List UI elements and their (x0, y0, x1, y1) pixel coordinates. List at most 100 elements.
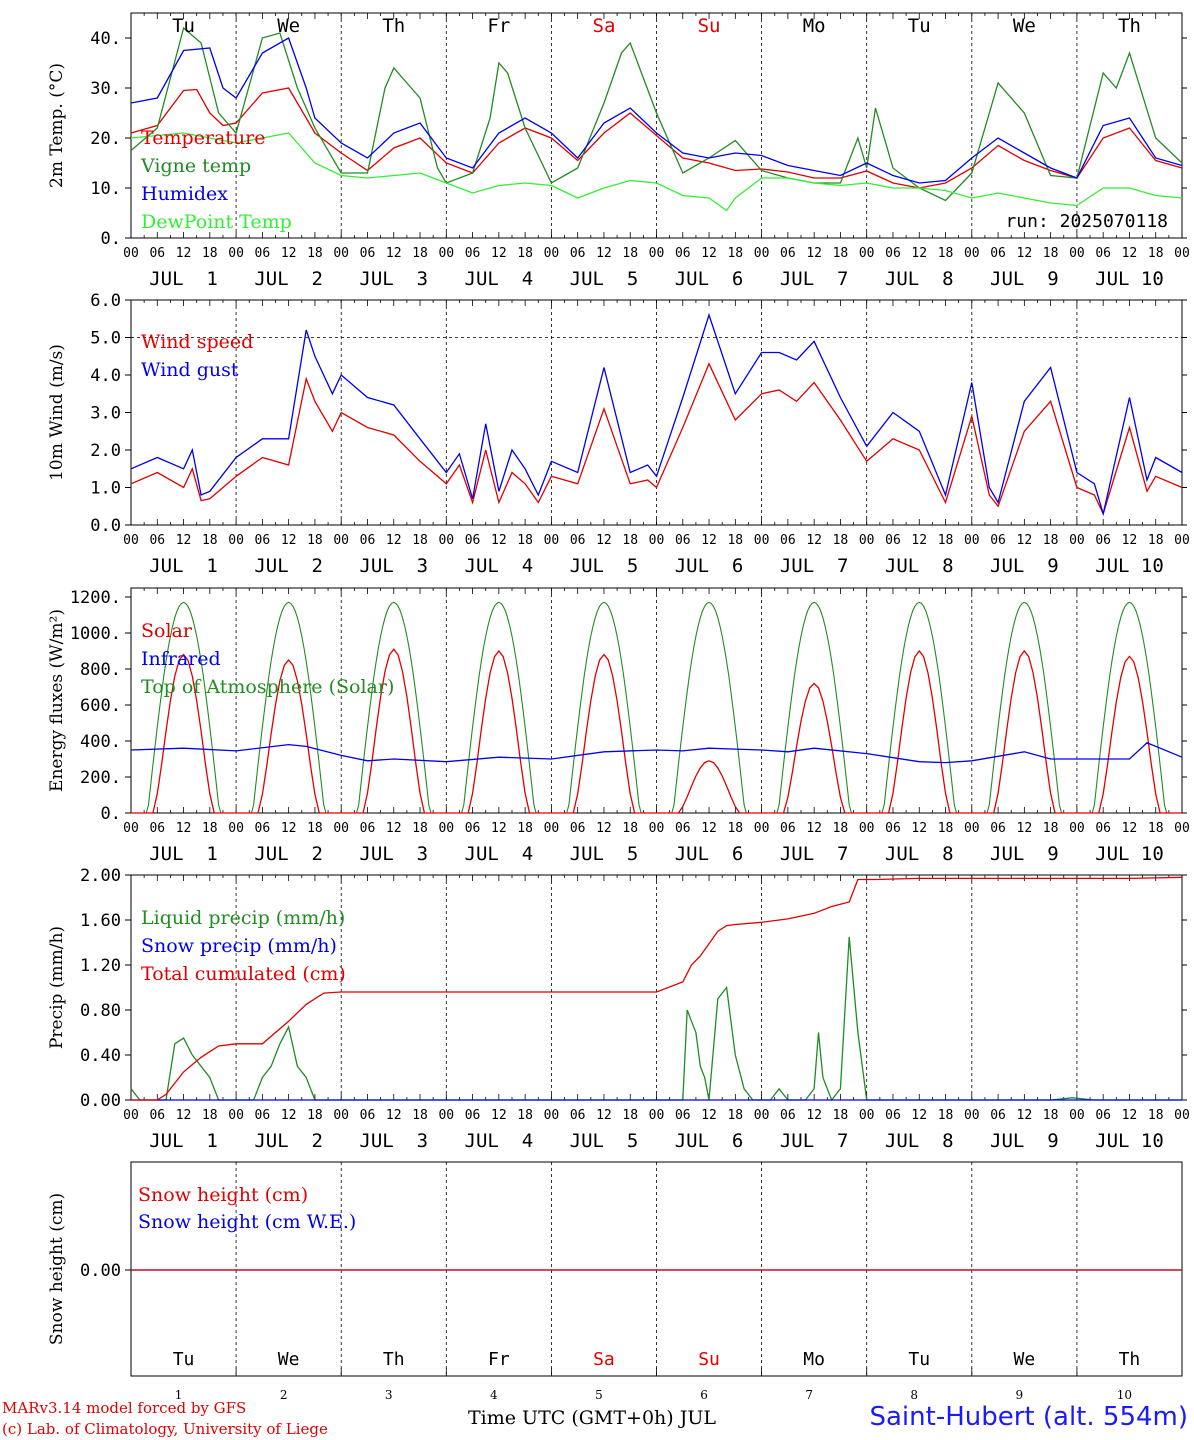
hour-tick-label: 12 (281, 533, 297, 548)
y-tick-label: 0.40 (80, 1046, 121, 1066)
date-label: JUL 1 (149, 268, 218, 290)
hour-tick-label: 18 (727, 246, 743, 261)
series-line (130, 37, 1183, 184)
hour-tick-label: 12 (1122, 246, 1138, 261)
hour-tick-label: 00 (438, 246, 454, 261)
hour-tick-label: 06 (1095, 821, 1111, 836)
hour-tick-label: 18 (307, 246, 323, 261)
solar-curve (971, 649, 1077, 814)
weekday-label: Su (698, 1349, 720, 1370)
hour-tick-label: 18 (833, 246, 849, 261)
hour-tick-label: 00 (859, 1108, 875, 1123)
series-line (130, 312, 1183, 517)
hour-tick-label: 06 (465, 821, 481, 836)
hour-tick-label: 18 (1148, 246, 1164, 261)
x-axis-title: Time UTC (GMT+0h) JUL (468, 1407, 716, 1429)
hour-tick-label: 00 (649, 1108, 665, 1123)
y-tick-label: 1.0 (90, 479, 121, 499)
y-tick-label: 0. (101, 229, 121, 249)
station-name: Saint-Hubert (alt. 554m) (869, 1402, 1188, 1432)
toa-curve (656, 601, 762, 814)
hour-tick-label: 00 (544, 533, 560, 548)
y-tick-label: 0.00 (80, 1091, 121, 1111)
toa-curve (551, 601, 657, 814)
y-axis-label: Snow height (cm) (47, 1193, 67, 1345)
hour-tick-label: 06 (570, 821, 586, 836)
hour-tick-label: 06 (885, 1108, 901, 1123)
weekday-label: Tu (173, 1349, 195, 1370)
hour-tick-label: 00 (1069, 1108, 1085, 1123)
hour-tick-label: 12 (491, 246, 507, 261)
hour-tick-label: 12 (701, 246, 717, 261)
weekday-label: Fr (487, 15, 510, 37)
day-number: 4 (490, 1388, 498, 1402)
date-label: JUL 7 (780, 555, 849, 577)
hour-tick-label: 06 (990, 246, 1006, 261)
y-tick-label: 6.0 (90, 291, 121, 311)
y-tick-label: 400. (80, 732, 121, 752)
solar-curve (656, 760, 762, 814)
lab-credit: (c) Lab. of Climatology, University of L… (2, 1420, 328, 1438)
date-label: JUL 9 (990, 843, 1059, 865)
y-tick-label: 0.0 (90, 516, 121, 536)
toa-curve (761, 601, 867, 814)
hour-tick-label: 18 (517, 1108, 533, 1123)
hour-tick-label: 18 (1043, 246, 1059, 261)
date-label: JUL 4 (465, 843, 534, 865)
solar-curve (131, 653, 237, 814)
date-label: JUL 1 (149, 1130, 218, 1152)
hour-tick-label: 06 (1095, 1108, 1111, 1123)
hour-tick-label: 06 (149, 533, 165, 548)
hour-tick-label: 00 (649, 533, 665, 548)
toa-curve (971, 601, 1077, 814)
legend-entry: Wind gust (141, 359, 239, 381)
hour-tick-label: 12 (281, 246, 297, 261)
hour-tick-label: 12 (491, 533, 507, 548)
weekday-label: Sa (593, 15, 616, 37)
y-tick-label: 1200. (70, 588, 121, 608)
hour-tick-label: 18 (412, 821, 428, 836)
solar-curve (1076, 655, 1182, 814)
hour-tick-label: 12 (596, 1108, 612, 1123)
y-tick-label: 10. (90, 179, 121, 199)
date-label: JUL 9 (990, 268, 1059, 290)
hour-tick-label: 06 (465, 1108, 481, 1123)
y-tick-label: 3.0 (90, 404, 121, 424)
hour-tick-label: 06 (255, 246, 271, 261)
hour-tick-label: 18 (938, 533, 954, 548)
day-number: 1 (175, 1388, 183, 1402)
weekday-label: We (277, 15, 300, 37)
hour-tick-label: 18 (622, 533, 638, 548)
hour-tick-label: 06 (885, 821, 901, 836)
hour-tick-label: 12 (596, 821, 612, 836)
toa-curve (236, 601, 342, 814)
hour-tick-label: 12 (806, 246, 822, 261)
weekday-label: Fr (488, 1349, 510, 1370)
model-credit: MARv3.14 model forced by GFS (2, 1399, 247, 1417)
series-line (131, 876, 1183, 1101)
hour-tick-label: 12 (176, 821, 192, 836)
panel-4: Precip (mm/h) 0.00 0.40 0.80 1.20 1.60 2.00 Liq… (47, 866, 1190, 1152)
hour-tick-label: 18 (1148, 1108, 1164, 1123)
hour-tick-label: 12 (911, 1108, 927, 1123)
hour-tick-label: 06 (990, 533, 1006, 548)
hour-tick-label: 00 (964, 821, 980, 836)
day-number: 2 (280, 1388, 288, 1402)
hour-tick-label: 12 (281, 1108, 297, 1123)
weekday-label: Mo (803, 1349, 825, 1370)
y-axis-label: 2m Temp. (°C) (47, 63, 67, 188)
date-label: JUL 10 (1095, 268, 1164, 290)
hour-tick-label: 18 (1148, 821, 1164, 836)
y-tick-label: 0. (101, 804, 121, 824)
hour-tick-label: 00 (123, 246, 139, 261)
legend-entry: Liquid precip (mm/h) (141, 907, 345, 929)
date-label: JUL 3 (359, 1130, 428, 1152)
panel-frame (130, 12, 1183, 239)
solar-curve (866, 649, 972, 814)
hour-tick-label: 18 (727, 821, 743, 836)
hour-tick-label: 00 (754, 246, 770, 261)
hour-tick-label: 18 (517, 533, 533, 548)
weekday-label: Tu (908, 1349, 930, 1370)
hour-tick-label: 06 (255, 1108, 271, 1123)
hour-tick-label: 00 (333, 1108, 349, 1123)
